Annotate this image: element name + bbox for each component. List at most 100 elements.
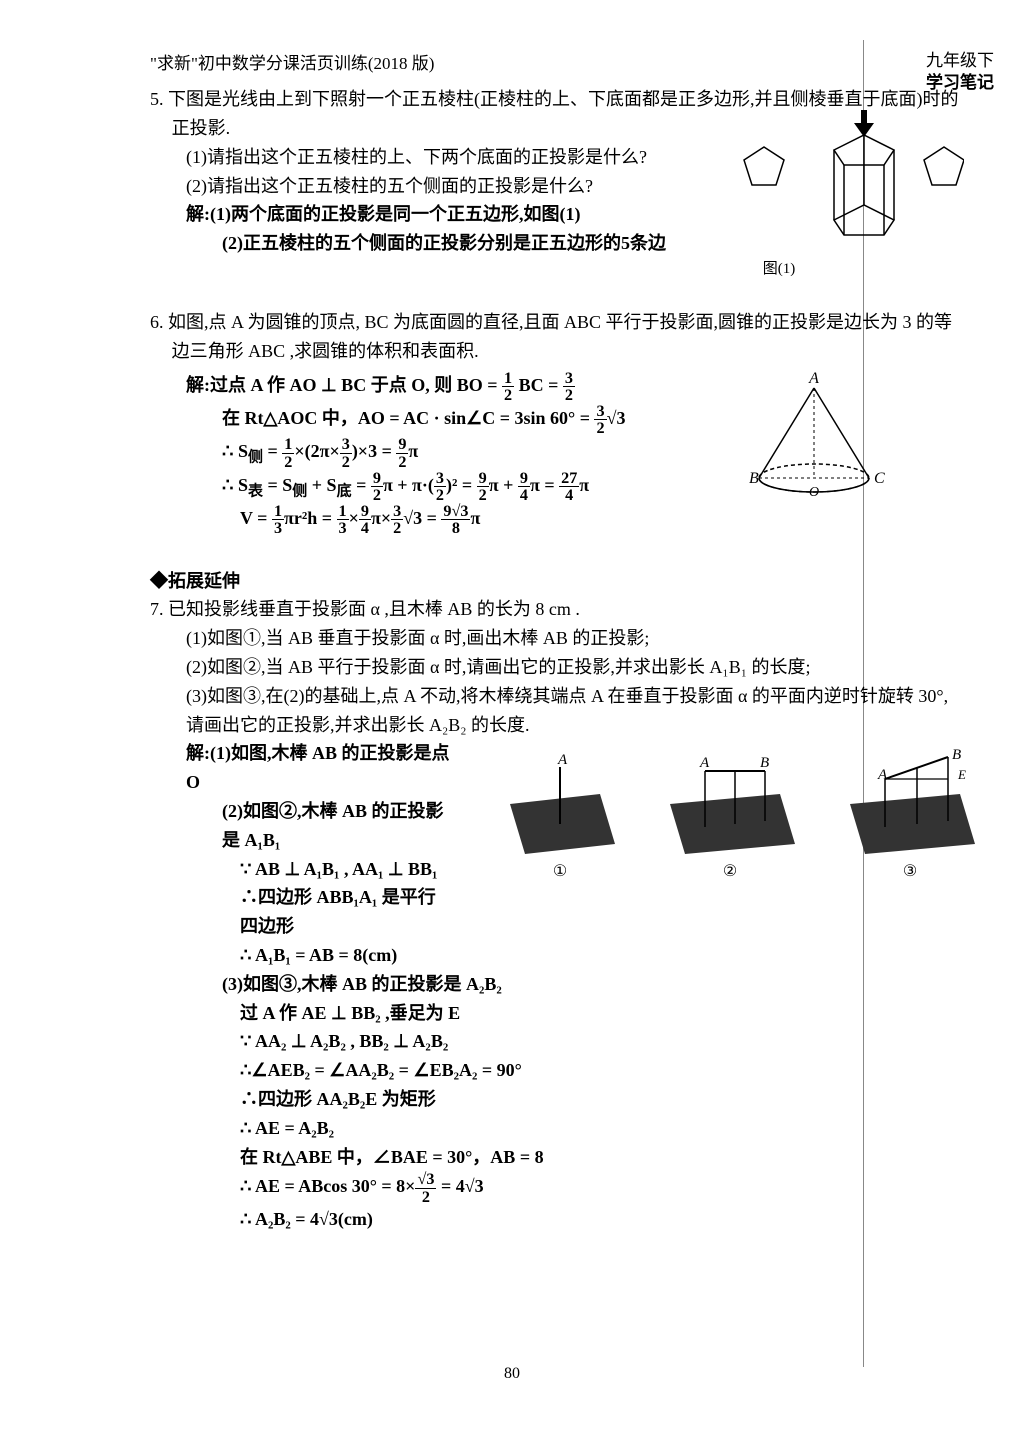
p7-a3l7: ∴ AE = ABcos 30° = 8×√32 = 4√3 (240, 1171, 964, 1204)
svg-text:B: B (749, 470, 759, 487)
p7-a2l2: ∴四边形 ABB₁A₁ 是平行四边形 (240, 883, 450, 941)
svg-text:A: A (877, 767, 888, 783)
p6-l5d: π× (371, 508, 391, 528)
frac: 9 (477, 470, 489, 487)
frac: 2 (282, 454, 294, 470)
p7-a3l2: ∵ AA₂ ⊥ A₂B₂ , BB₂ ⊥ A₂B₂ (240, 1027, 964, 1056)
p6-l1a: 过点 A 作 AO ⊥ BC 于点 O, 则 BO = (210, 374, 502, 394)
pentagon-prism-svg (704, 105, 964, 255)
p7-a2: (2)如图②,木棒 AB 的正投影是 A₁B₁ (222, 797, 450, 855)
frac: 3 (594, 403, 606, 420)
p5-ans1: (1)两个底面的正投影是同一个正五边形,如图(1) (210, 204, 580, 224)
p7-ans-label: 解: (186, 743, 210, 763)
sub: 底 (337, 483, 352, 499)
p7-a3l4: ∴四边形 AA₂B₂E 为矩形 (240, 1085, 964, 1114)
section-extension: ◆拓展延伸 (150, 567, 964, 596)
problem-5: 图(1) 5. 下图是光线由上到下照射一个正五棱柱(正棱柱的上、下底面都是正多边… (150, 85, 964, 258)
p7-q1: (1)如图①,当 AB 垂直于投影面 α 时,画出木棒 AB 的正投影; (186, 624, 964, 653)
p7-text: 7. 已知投影线垂直于投影面 α ,且木棒 AB 的长为 8 cm . (172, 595, 964, 624)
frac: 3 (563, 370, 575, 387)
p5-num: 5. (150, 89, 164, 109)
svg-text:A: A (557, 752, 568, 768)
p7-a2l1: ∵ AB ⊥ A₁B₁ , AA₁ ⊥ BB₁ (240, 855, 450, 884)
p6-l5e: √3 = (403, 508, 441, 528)
p6-l3e: π (408, 441, 418, 461)
problem5-figure: 图(1) (704, 105, 984, 281)
svg-text:C: C (874, 470, 885, 487)
frac: 9 (371, 470, 383, 487)
p7-q3: (3)如图③,在(2)的基础上,点 A 不动,将木棒绕其端点 A 在垂直于投影面… (186, 682, 964, 740)
p7-fig3: A B E ③ (840, 749, 980, 885)
p6-l3c: ×(2π× (294, 441, 339, 461)
frac: 2 (415, 1189, 436, 1205)
p6-l4a: ∴ S (222, 475, 248, 495)
frac: 2 (594, 420, 606, 436)
frac: 9√3 (441, 503, 470, 520)
p7-figures: A ① A B (500, 749, 980, 885)
p7-num: 7. (150, 599, 164, 619)
problem-6: A B C O 6. 如图,点 A 为圆锥的顶点, BC 为底面圆的直径,且面 … (150, 308, 964, 537)
p6-l5f: π (470, 508, 480, 528)
p6-l3d: )×3 = (352, 441, 397, 461)
p7-fig1: A ① (500, 749, 620, 885)
p6-l2s: √3 (607, 408, 626, 428)
svg-text:B: B (952, 749, 961, 763)
p7-a3l7b: = 4√3 (436, 1176, 483, 1196)
p7-a1: (1)如图,木棒 AB 的正投影是点 O (186, 743, 450, 792)
p7-a3l7a: ∴ AE = ABcos 30° = 8× (240, 1176, 415, 1196)
p6-l4f: )² = (446, 475, 477, 495)
frac: 2 (371, 487, 383, 503)
p6-body: 如图,点 A 为圆锥的顶点, BC 为底面圆的直径,且面 ABC 平行于投影面,… (168, 312, 952, 361)
sub: 侧 (292, 483, 307, 499)
p6-l4d: = (352, 475, 371, 495)
problem-7: 7. 已知投影线垂直于投影面 α ,且木棒 AB 的长为 8 cm . (1)如… (150, 595, 964, 1233)
p5-ans-label: 解: (186, 204, 210, 224)
frac: 4 (559, 487, 579, 503)
p6-l3a: ∴ S (222, 441, 248, 461)
svg-text:A: A (808, 370, 819, 387)
p7-q2: (2)如图②,当 AB 平行于投影面 α 时,请画出它的正投影,并求出影长 A₁… (186, 653, 964, 682)
p7-a3l6: 在 Rt△ABE 中，∠BAE = 30°，AB = 8 (240, 1143, 964, 1172)
p6-ans-label: 解: (186, 374, 210, 394)
frac: 27 (559, 470, 579, 487)
p7-fig1-label: ① (500, 859, 620, 885)
fig1-label: 图(1) (574, 257, 984, 281)
frac: 8 (441, 520, 470, 536)
p7-fig2: A B ② (660, 749, 800, 885)
frac: 3 (391, 503, 403, 520)
frac: 2 (434, 487, 446, 503)
cone-svg: A B C O (734, 368, 894, 508)
frac: 1 (337, 503, 349, 520)
frac: 3 (340, 436, 352, 453)
frac: 1 (502, 370, 514, 387)
p7-ans1: 解:(1)如图,木棒 AB 的正投影是点 O (186, 739, 450, 797)
p6-num: 6. (150, 312, 164, 332)
frac: 3 (272, 520, 284, 536)
frac: 3 (434, 470, 446, 487)
p6-l5b: πr²h = (284, 508, 337, 528)
book-title: "求新"初中数学分课活页训练(2018 版) (150, 50, 964, 77)
frac: 9 (396, 436, 408, 453)
p6-l5a: V = (240, 508, 272, 528)
p6-l4h: π = (530, 475, 559, 495)
frac: √3 (415, 1171, 436, 1188)
sub: 表 (248, 483, 263, 499)
p7-a3l5: ∴ AE = A₂B₂ (240, 1114, 964, 1143)
p7-a2l3: ∴ A₁B₁ = AB = 8(cm) (240, 941, 450, 970)
svg-text:O: O (809, 485, 819, 500)
page-number: 80 (0, 1361, 1024, 1387)
p6-l5c: × (349, 508, 359, 528)
p6-l4g: π + (489, 475, 518, 495)
p6-l2a: 在 Rt△AOC 中，AO = AC · sin∠C = 3sin 60° = (222, 408, 594, 428)
p7-fig2-label: ② (660, 859, 800, 885)
p6-l3b: = (263, 441, 282, 461)
p7-body: 已知投影线垂直于投影面 α ,且木棒 AB 的长为 8 cm . (168, 599, 580, 619)
frac: 4 (518, 487, 530, 503)
p6-l4e: π + π·( (383, 475, 434, 495)
frac: 3 (337, 520, 349, 536)
p7-fig3-label: ③ (840, 859, 980, 885)
page-content: "求新"初中数学分课活页训练(2018 版) 图(1) (0, 0, 1024, 1294)
frac: 2 (477, 487, 489, 503)
p6-text: 6. 如图,点 A 为圆锥的顶点, BC 为底面圆的直径,且面 ABC 平行于投… (172, 308, 964, 366)
problem6-figure: A B C O (734, 368, 904, 508)
